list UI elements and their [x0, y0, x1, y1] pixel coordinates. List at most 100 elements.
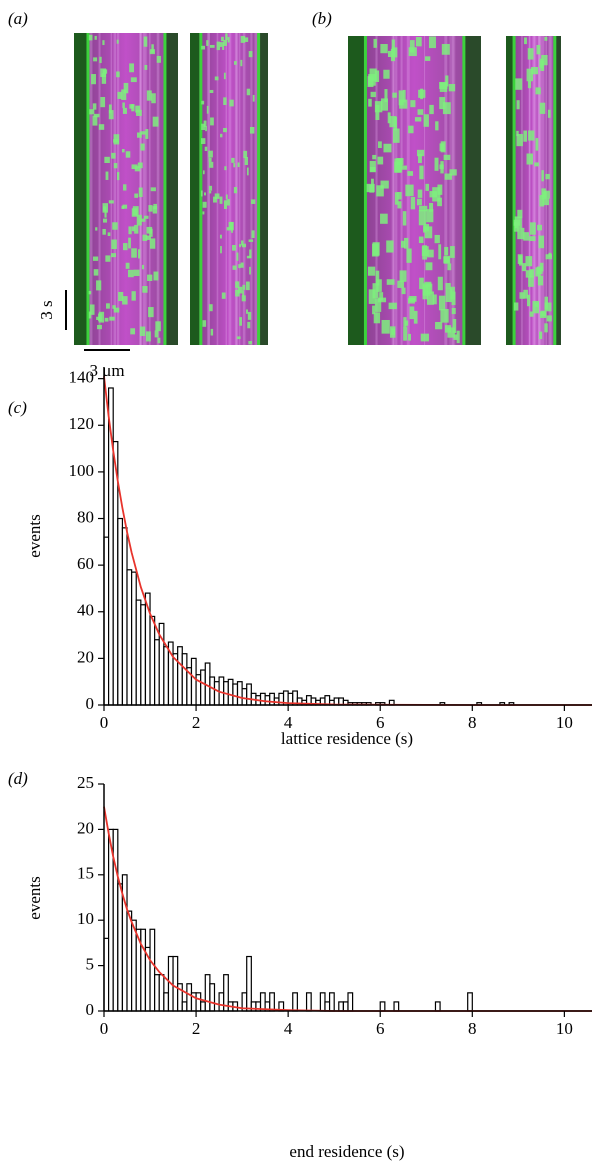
kymograph-spot: [99, 56, 102, 64]
kymograph-streak: [98, 33, 101, 345]
kymograph-spot: [223, 127, 227, 133]
kymograph-spot: [130, 77, 137, 83]
kymograph-spot: [222, 46, 225, 50]
kymograph-streak: [549, 36, 553, 345]
kymograph-spot: [404, 237, 409, 249]
kymograph-spot: [150, 187, 156, 192]
y-tick-label: 0: [86, 1000, 95, 1019]
kymograph-spot: [383, 143, 392, 153]
kymographs: [74, 33, 561, 345]
kymograph-spot: [444, 246, 449, 256]
kymograph-spot: [368, 98, 372, 107]
kymograph-streak: [392, 36, 395, 345]
kymograph-spot: [219, 234, 222, 239]
kymograph-spot: [408, 47, 417, 57]
kymograph-spot: [243, 150, 248, 158]
kymograph-spot: [397, 191, 402, 200]
kymograph-spot: [523, 232, 529, 241]
bar: [269, 992, 275, 1012]
kymograph-spot: [527, 80, 532, 89]
kymograph-spot: [444, 173, 452, 180]
kymograph-spot: [441, 43, 450, 55]
kymograph-spot: [112, 222, 118, 230]
kymograph-spot: [201, 45, 206, 50]
kymograph-spot: [246, 167, 249, 176]
y-tick-label: 140: [69, 368, 95, 387]
kymograph-spot: [367, 76, 374, 88]
bar: [236, 681, 243, 706]
kymograph-spot: [372, 305, 376, 315]
kymograph-streak: [537, 36, 541, 345]
kymograph-streak: [144, 33, 147, 345]
kymograph-spot: [419, 165, 424, 180]
kymograph-spot: [408, 333, 411, 341]
kymograph-spot: [375, 105, 380, 121]
kymograph-edge: [74, 33, 87, 345]
kymograph-spot: [249, 266, 251, 275]
kymograph-spot: [221, 36, 224, 42]
kymograph-spot: [219, 196, 223, 204]
kymograph-spot: [92, 103, 97, 110]
kymograph-spot: [89, 304, 95, 315]
kymograph-spot: [452, 318, 457, 334]
kymograph-spot: [438, 244, 442, 260]
kymograph-spot: [145, 331, 151, 342]
kymograph-edge: [257, 33, 261, 345]
kymograph-spot: [236, 336, 241, 340]
bar: [347, 992, 354, 1012]
bar: [163, 646, 170, 706]
kymograph-spot: [226, 199, 230, 206]
kymograph-spot: [544, 36, 548, 41]
kymograph-spot: [383, 69, 390, 79]
kymograph-spot: [235, 289, 240, 297]
kymograph-streak: [451, 36, 454, 345]
kymograph-spot: [135, 105, 141, 113]
kymograph-spot: [372, 283, 379, 299]
kymograph-spot: [414, 117, 422, 122]
kymograph-spot: [131, 248, 137, 258]
kymograph-spot: [129, 104, 133, 109]
kymograph-spot: [221, 292, 226, 299]
bar: [149, 928, 156, 1012]
kymograph-spot: [224, 166, 227, 171]
kymograph-spot: [419, 277, 424, 290]
kymograph-spot: [370, 166, 376, 172]
y-axis-label: events: [25, 514, 44, 557]
time-scale-label: 3 s: [37, 300, 56, 319]
kymograph-spot: [428, 36, 436, 49]
bar: [131, 571, 137, 706]
kymograph-spot: [541, 54, 548, 66]
kymograph-spot: [144, 64, 148, 70]
kymograph-spot: [379, 292, 384, 301]
kymograph-spot: [375, 270, 380, 286]
kymograph-spot: [136, 214, 142, 226]
panel-label: (d): [8, 769, 28, 788]
kymograph-spot: [424, 56, 431, 61]
kymograph-spot: [527, 48, 534, 60]
kymograph-streak: [113, 33, 117, 345]
kymograph-spot: [237, 162, 240, 168]
kymograph-spot: [208, 157, 212, 162]
kymograph-spot: [130, 328, 136, 335]
kymograph-spot: [515, 78, 523, 90]
kymograph-spot: [406, 248, 412, 263]
kymograph-spot: [423, 114, 429, 127]
kymograph-spot: [157, 337, 161, 344]
kymograph-spot: [387, 112, 391, 124]
kymograph-spot: [93, 57, 98, 62]
kymograph-spot: [403, 317, 407, 328]
kymograph-spot: [112, 305, 116, 309]
kymograph-spot: [246, 255, 252, 259]
bar: [379, 1001, 386, 1012]
kymograph-spot: [88, 34, 93, 41]
kymograph-spot: [210, 117, 214, 126]
kymograph-spot: [456, 330, 460, 344]
kymograph-spot: [427, 291, 434, 305]
bar: [246, 955, 252, 1012]
kymograph-spot: [107, 232, 111, 237]
kymograph-spot: [445, 75, 449, 87]
kymograph-spot: [239, 244, 241, 248]
bar: [204, 974, 211, 1012]
